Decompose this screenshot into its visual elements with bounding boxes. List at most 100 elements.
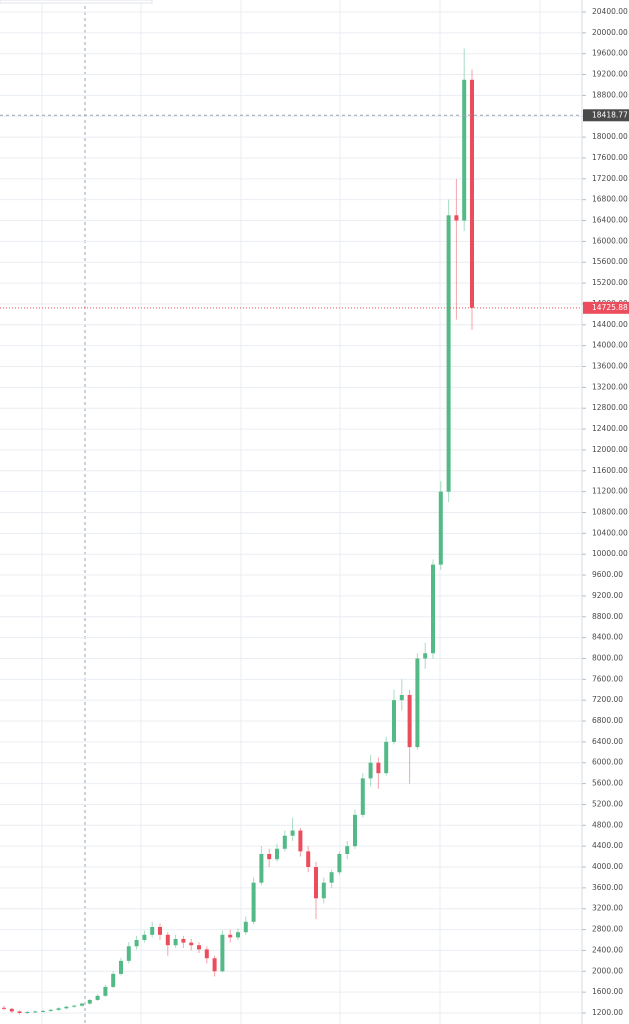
candle-body xyxy=(17,1011,22,1013)
candle-body xyxy=(126,946,131,961)
crosshair-price-box xyxy=(583,109,629,122)
y-tick-label: 13600.00 xyxy=(592,362,628,371)
candle-body xyxy=(407,694,412,748)
candle-body xyxy=(111,973,116,987)
candle-body xyxy=(345,846,350,854)
candle-body xyxy=(2,1007,6,1009)
y-tick-label: 20000.00 xyxy=(592,28,628,37)
candle-body xyxy=(103,986,108,996)
candle-body xyxy=(158,926,162,935)
candle-body xyxy=(368,762,373,779)
candle-body xyxy=(446,215,451,492)
last-price-box xyxy=(583,301,629,314)
candle-body xyxy=(454,215,459,221)
crosshair-price-label: 18418.77 xyxy=(592,110,628,119)
y-tick-label: 2400.00 xyxy=(592,945,623,954)
y-tick-label: 5200.00 xyxy=(592,799,623,808)
candle-body xyxy=(56,1008,61,1010)
y-tick-label: 5600.00 xyxy=(592,779,623,788)
candle-body xyxy=(360,778,365,815)
y-tick-label: 6800.00 xyxy=(592,716,623,725)
candle-body xyxy=(142,934,147,941)
candle-body xyxy=(150,926,155,935)
y-tick-label: 7200.00 xyxy=(592,695,623,704)
y-tick-label: 1200.00 xyxy=(592,1008,623,1017)
y-tick-label: 14400.00 xyxy=(592,320,628,329)
y-tick-label: 19200.00 xyxy=(592,70,628,79)
y-tick-label: 2000.00 xyxy=(592,966,623,975)
candle-body xyxy=(470,79,474,308)
candle-body xyxy=(173,938,178,946)
candle-body xyxy=(181,938,186,943)
y-tick-label: 6400.00 xyxy=(592,737,623,746)
y-tick-label: 19600.00 xyxy=(592,49,628,58)
y-tick-label: 9200.00 xyxy=(592,591,623,600)
y-tick-label: 16400.00 xyxy=(592,216,628,225)
candle-body xyxy=(72,1005,77,1007)
y-tick-label: 17600.00 xyxy=(592,153,628,162)
candle-body xyxy=(384,741,389,774)
y-tick-label: 2800.00 xyxy=(592,925,623,934)
candle-body xyxy=(329,872,334,883)
candle-body xyxy=(220,934,225,972)
candle-body xyxy=(165,934,170,946)
y-tick-label: 4400.00 xyxy=(592,841,623,850)
candle-body xyxy=(392,700,396,742)
candle-body xyxy=(462,79,467,221)
candle-body xyxy=(228,934,233,938)
candle-body xyxy=(204,949,209,959)
y-tick-label: 16000.00 xyxy=(592,236,628,245)
candle-body xyxy=(275,848,279,860)
y-tick-label: 15600.00 xyxy=(592,257,628,266)
candle-body xyxy=(119,960,123,974)
y-tick-label: 8400.00 xyxy=(592,633,623,642)
candle-body xyxy=(236,932,240,938)
candle-body xyxy=(197,945,201,950)
candle-body xyxy=(251,882,256,922)
y-tick-label: 8800.00 xyxy=(592,612,623,621)
y-tick-label: 18000.00 xyxy=(592,132,628,141)
y-tick-label: 10000.00 xyxy=(592,549,628,558)
candle-body xyxy=(267,853,272,860)
y-tick-label: 7600.00 xyxy=(592,674,623,683)
candle-body xyxy=(282,835,287,849)
candle-body xyxy=(438,491,443,565)
candle-body xyxy=(259,853,264,883)
candle-body xyxy=(41,1010,45,1012)
candle-body xyxy=(290,830,295,836)
candle-body xyxy=(337,853,342,873)
y-tick-label: 3200.00 xyxy=(592,904,623,913)
y-tick-label: 3600.00 xyxy=(592,883,623,892)
y-tick-label: 6000.00 xyxy=(592,758,623,767)
candle-body xyxy=(212,958,217,972)
candle-body xyxy=(423,653,428,659)
y-tick-label: 16800.00 xyxy=(592,195,628,204)
legend-box xyxy=(0,0,153,4)
y-tick-label: 10400.00 xyxy=(592,528,628,537)
candle-body xyxy=(64,1006,69,1009)
y-tick-label: 1600.00 xyxy=(592,987,623,996)
candle-body xyxy=(353,814,357,847)
y-tick-label: 11200.00 xyxy=(592,487,628,496)
y-tick-label: 20400.00 xyxy=(592,7,628,16)
candle-body xyxy=(33,1011,38,1013)
candle-body xyxy=(48,1009,53,1011)
y-tick-label: 10800.00 xyxy=(592,507,628,516)
y-tick-label: 4800.00 xyxy=(592,820,623,829)
y-tick-label: 14000.00 xyxy=(592,341,628,350)
candle-body xyxy=(25,1011,30,1013)
y-tick-label: 13200.00 xyxy=(592,382,628,391)
candle-body xyxy=(189,942,194,946)
candle-body xyxy=(399,694,404,701)
candle-body xyxy=(321,882,326,899)
y-tick-label: 17200.00 xyxy=(592,174,628,183)
y-tick-label: 15200.00 xyxy=(592,278,628,287)
candle-body xyxy=(9,1008,14,1012)
candle-body xyxy=(87,999,92,1004)
y-tick-label: 8000.00 xyxy=(592,653,623,662)
candle-body xyxy=(243,921,248,933)
y-tick-label: 12800.00 xyxy=(592,403,628,412)
y-tick-label: 4000.00 xyxy=(592,862,623,871)
candle-body xyxy=(80,1003,84,1006)
